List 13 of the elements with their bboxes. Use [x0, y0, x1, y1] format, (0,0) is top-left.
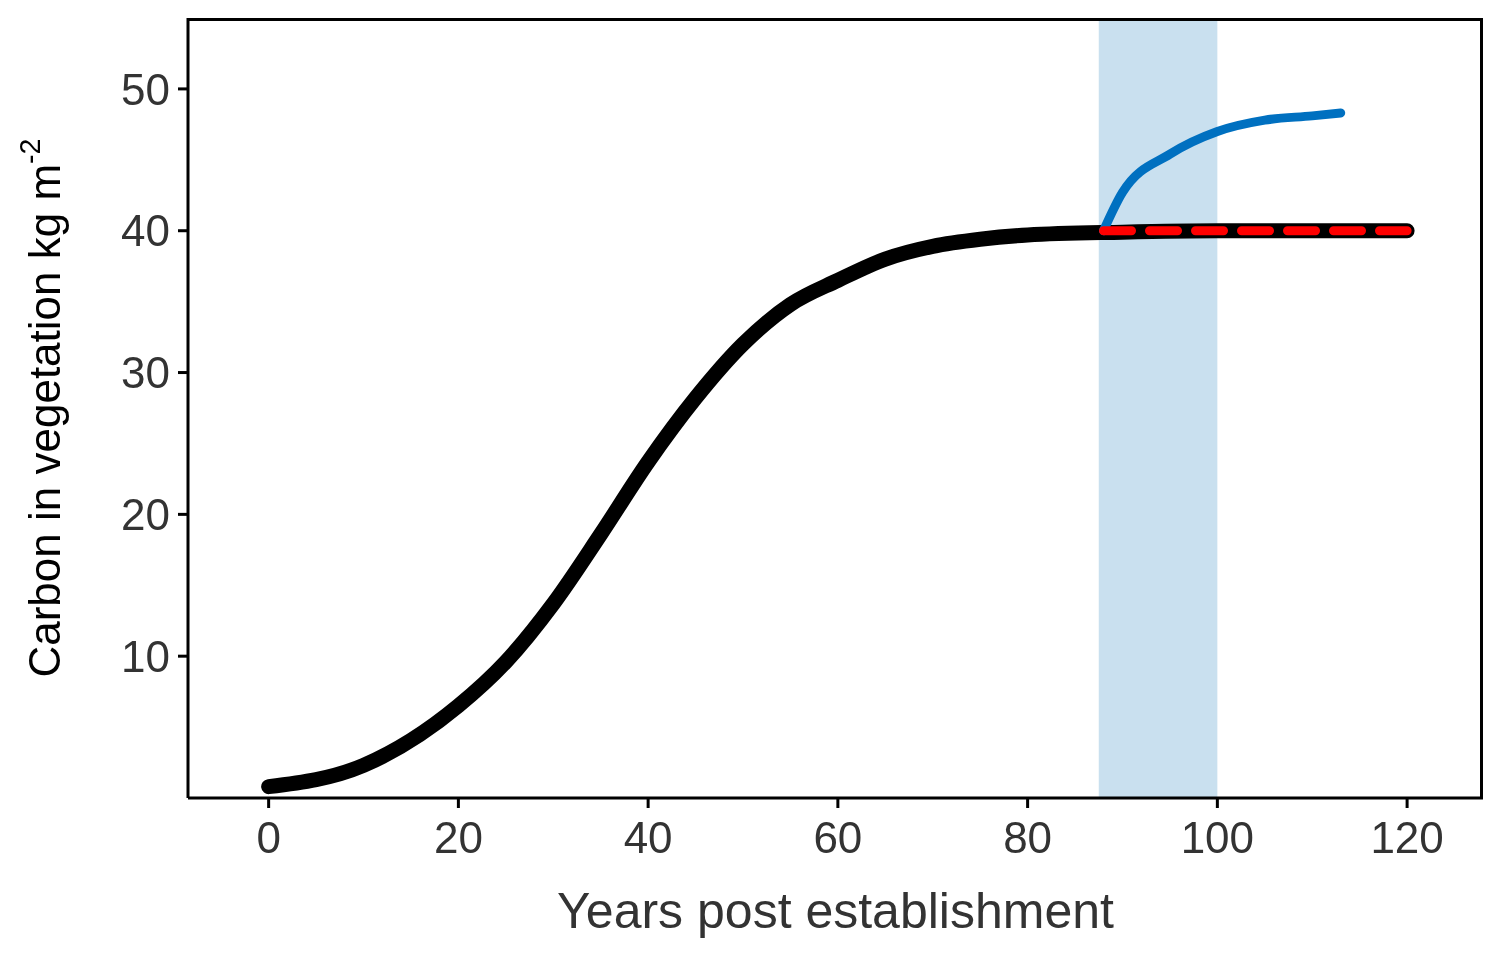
x-tick-label: 40: [623, 813, 673, 863]
y-tick-label: 40: [121, 206, 170, 256]
x-tick-label: 80: [1003, 813, 1053, 863]
x-tick-label: 60: [813, 813, 863, 863]
x-tick-label: 0: [256, 813, 281, 863]
x-tick-label: 100: [1180, 813, 1255, 863]
y-tick-label: 50: [121, 64, 170, 114]
x-tick-label: 20: [433, 813, 483, 863]
y-tick-label: 30: [121, 348, 170, 398]
y-tick-label: 10: [121, 631, 170, 681]
x-axis-title: Years post establishment: [557, 883, 1115, 939]
y-tick-label: 20: [121, 489, 170, 539]
x-tick-label: 120: [1370, 813, 1444, 863]
